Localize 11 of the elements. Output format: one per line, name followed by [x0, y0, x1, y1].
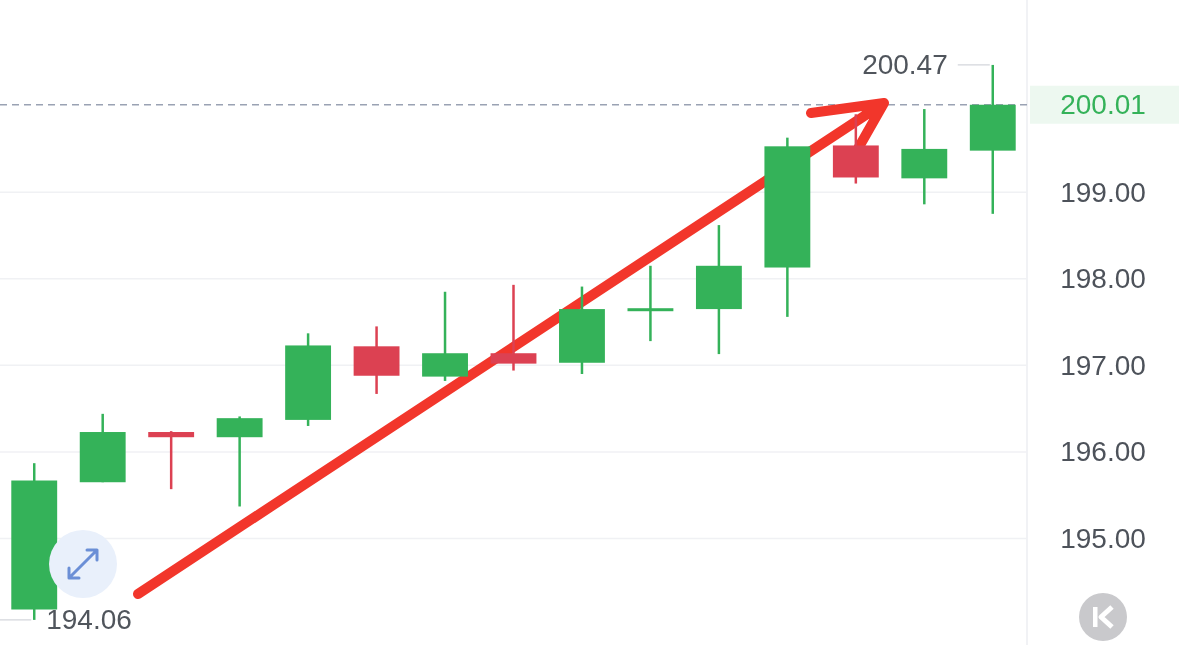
annotation: 194.06 — [46, 604, 132, 636]
y-tick-label: 196.00 — [1060, 436, 1146, 468]
y-tick-label: 195.00 — [1060, 523, 1146, 555]
y-tick-label: 199.00 — [1060, 176, 1146, 208]
candlestick — [490, 283, 537, 372]
candlestick — [148, 429, 195, 491]
candlestick — [627, 264, 674, 343]
y-tick-label: 197.00 — [1060, 349, 1146, 381]
ref-line-label: 200.01 — [1060, 89, 1146, 121]
annotation: 200.47 — [862, 49, 948, 81]
y-tick-label: 198.00 — [1060, 263, 1146, 295]
